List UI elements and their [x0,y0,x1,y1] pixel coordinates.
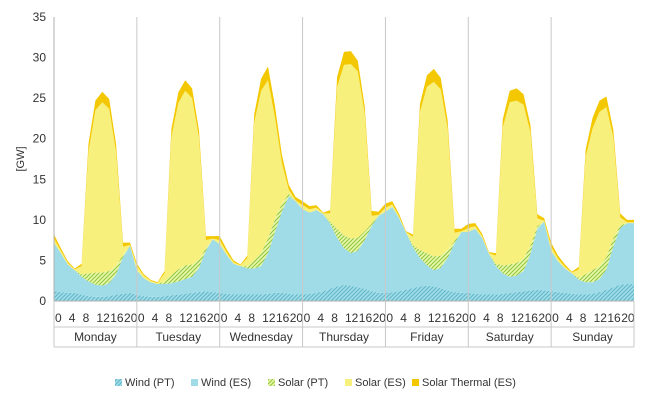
x-hour-tick-label: 8 [165,311,172,325]
x-hour-tick-label: 12 [96,311,110,325]
legend-label-solar-es: Solar (ES) [355,377,406,389]
series-area-wind-pt [54,284,634,301]
legend-swatch-solar-thermal-es [412,379,419,386]
x-hour-tick-label: 20 [455,311,469,325]
x-hour-tick-label: 16 [193,311,207,325]
x-hour-tick-label: 0 [55,311,62,325]
x-hour-tick-label: 8 [331,311,338,325]
y-tick-label: 10 [33,213,47,227]
x-hour-tick-label: 12 [511,311,525,325]
x-hour-tick-label: 16 [442,311,456,325]
legend-swatch-wind-es [191,379,198,386]
y-tick-label: 0 [39,294,46,308]
x-hour-tick-label: 12 [179,311,193,325]
x-hour-tick-label: 16 [607,311,621,325]
legend-label-wind-es: Wind (ES) [201,377,251,389]
x-hour-tick-label: 20 [124,311,138,325]
x-hour-tick-label: 0 [469,311,476,325]
x-hour-tick-label: 0 [138,311,145,325]
legend-label-wind-pt: Wind (PT) [125,377,175,389]
x-hour-tick-label: 4 [400,311,407,325]
x-hour-tick-label: 0 [304,311,311,325]
x-hour-tick-label: 12 [262,311,276,325]
x-hour-tick-label: 16 [359,311,373,325]
x-hour-tick-label: 4 [69,311,76,325]
x-hour-tick-label: 16 [525,311,539,325]
x-hour-tick-label: 12 [594,311,608,325]
legend-label-solar-thermal-es: Solar Thermal (ES) [422,377,516,389]
x-hour-tick-label: 8 [414,311,421,325]
x-hour-tick-label: 4 [152,311,159,325]
y-tick-label: 35 [33,10,47,24]
x-hour-tick-label: 12 [345,311,359,325]
legend-label-solar-pt: Solar (PT) [278,377,328,389]
legend-swatch-solar-pt [268,379,275,386]
x-hour-tick-label: 16 [276,311,290,325]
legend-swatch-wind-pt [115,379,122,386]
day-label-monday: Monday [74,330,117,344]
series-area-solar-pt [54,193,634,286]
x-hour-tick-label: 20 [207,311,221,325]
x-hour-tick-label: 8 [497,311,504,325]
y-tick-label: 25 [33,91,47,105]
legend: Wind (PT) Wind (ES) Solar (PT) Solar (ES) So… [115,377,516,389]
x-hour-tick-label: 20 [538,311,552,325]
day-label-tuesday: Tuesday [155,330,201,344]
y-tick-label: 15 [33,172,47,186]
day-label-thursday: Thursday [319,330,369,344]
x-hour-tick-label: 16 [110,311,124,325]
series-areas [54,51,634,301]
x-hour-tick-label: 8 [580,311,587,325]
day-label-sunday: Sunday [572,330,613,344]
legend-swatch-solar-es [345,379,352,386]
x-hour-tick-label: 20 [621,311,635,325]
series-area-wind-es [54,196,634,297]
x-hour-tick-label: 20 [290,311,304,325]
x-hour-tick-label: 8 [248,311,255,325]
y-tick-label: 5 [39,253,46,267]
y-axis-title: [GW] [15,146,27,171]
x-hour-tick-label: 20 [373,311,387,325]
day-label-wednesday: Wednesday [230,330,293,344]
series-area-solar-es [54,64,634,284]
x-hour-tick-label: 4 [235,311,242,325]
y-tick-label: 30 [33,51,47,65]
x-hour-tick-label: 4 [566,311,573,325]
day-label-friday: Friday [410,330,443,344]
x-hour-tick-label: 0 [386,311,393,325]
y-tick-label: 20 [33,132,47,146]
x-hour-tick-label: 0 [221,311,228,325]
x-hour-tick-label: 12 [428,311,442,325]
x-hour-tick-label: 0 [552,311,559,325]
x-hour-tick-label: 4 [317,311,324,325]
x-hour-tick-label: 8 [83,311,90,325]
day-separators [136,17,552,301]
x-hour-tick-label: 4 [483,311,490,325]
day-label-saturday: Saturday [486,330,534,344]
